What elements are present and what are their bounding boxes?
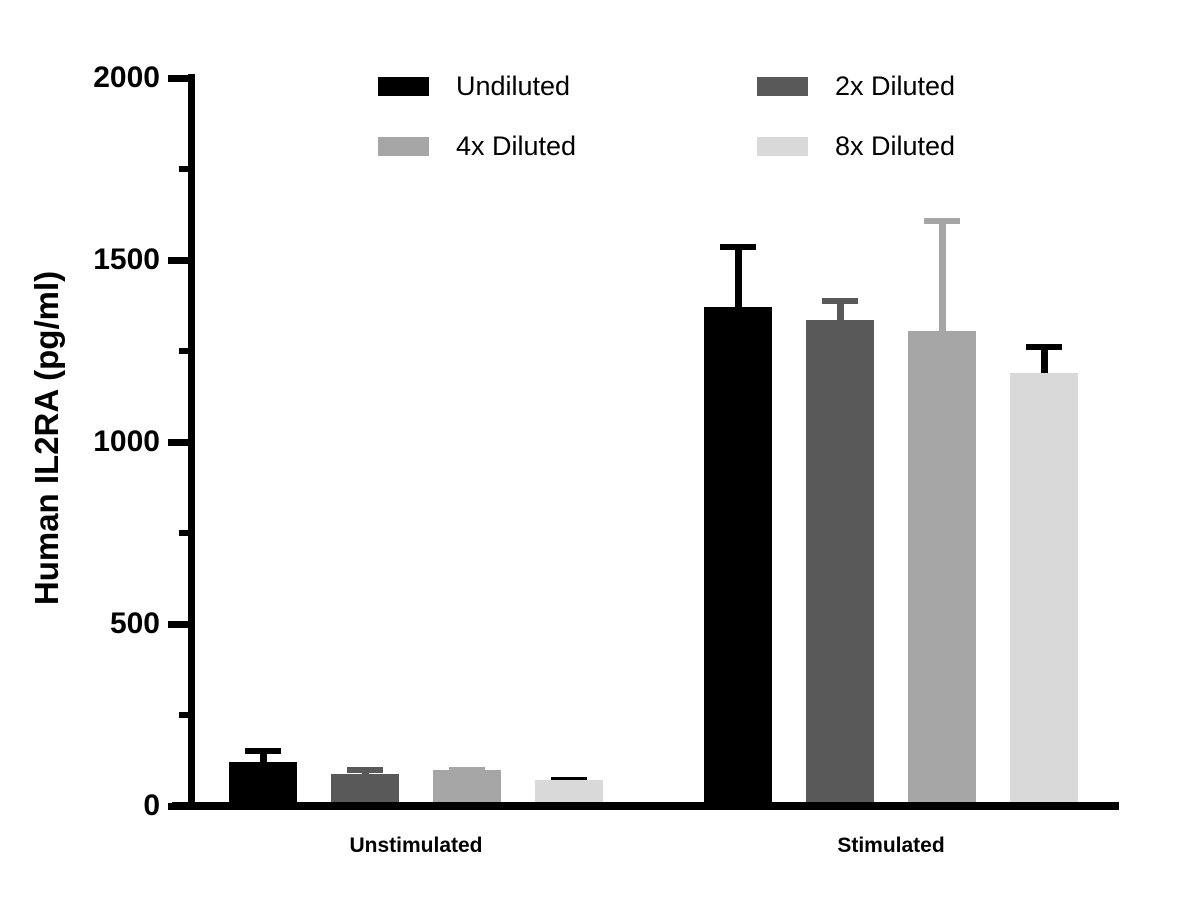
bar-unstimulated-4x-diluted [433,769,501,806]
legend-item-2x-diluted: 2x Diluted [757,68,955,104]
bar-stimulated-undiluted [704,307,772,806]
x-category-label-stimulated: Stimulated [837,834,945,857]
error-bar-stem-unstimulated-undiluted [259,747,267,762]
y-axis-major-tick-1000 [168,438,188,446]
legend-label-undiluted: Undiluted [456,71,571,101]
legend-label-2x-diluted: 2x Diluted [835,71,956,101]
y-axis-tick-label-1000: 1000 [93,425,160,458]
y-axis-major-tick-2000 [168,74,188,82]
error-bar-cap-stimulated-undiluted [720,243,756,250]
error-bar-cap-stimulated-2x-diluted [822,298,858,305]
bar-stimulated-4x-diluted [908,330,976,806]
legend-swatch-8x-diluted [757,136,808,156]
legend-item-8x-diluted: 8x Diluted [757,128,955,164]
y-axis-tick-label-2000: 2000 [93,61,160,94]
bar-unstimulated-2x-diluted [331,774,399,806]
bar-unstimulated-8x-diluted [535,780,603,806]
y-axis-major-tick-1500 [168,256,188,264]
legend-item-4x-diluted: 4x Diluted [378,128,576,164]
x-axis-line [172,802,1119,810]
error-bar-stem-stimulated-8x-diluted [1040,343,1048,373]
error-bar-cap-stimulated-4x-diluted [924,218,960,225]
error-bar-stem-stimulated-4x-diluted [938,218,946,331]
y-axis-minor-tick-250 [179,712,188,718]
error-bar-cap-stimulated-8x-diluted [1026,343,1062,350]
legend-item-undiluted: Undiluted [378,68,570,104]
legend-label-4x-diluted: 4x Diluted [456,131,577,161]
y-axis-major-tick-500 [168,620,188,628]
error-bar-cap-unstimulated-2x-diluted [347,767,383,774]
error-bar-stem-stimulated-2x-diluted [836,298,844,321]
legend-label-8x-diluted: 8x Diluted [835,131,956,161]
y-axis-minor-tick-1250 [179,348,188,354]
y-axis-line [188,74,195,810]
error-bar-cap-unstimulated-undiluted [245,747,281,754]
bar-stimulated-8x-diluted [1010,372,1078,806]
legend-swatch-2x-diluted [757,76,808,96]
x-category-label-unstimulated: Unstimulated [349,834,483,857]
y-axis-tick-label-1500: 1500 [93,243,160,276]
y-axis-minor-tick-1750 [179,166,188,172]
legend-swatch-4x-diluted [378,136,429,156]
legend-swatch-undiluted [378,76,429,96]
bar-stimulated-2x-diluted [806,320,874,806]
bar-unstimulated-undiluted [229,761,297,806]
y-axis-tick-label-500: 500 [109,607,160,640]
y-axis-minor-tick-750 [179,530,188,536]
error-bar-stem-stimulated-undiluted [734,243,742,308]
y-axis-tick-label-0: 0 [143,789,160,822]
